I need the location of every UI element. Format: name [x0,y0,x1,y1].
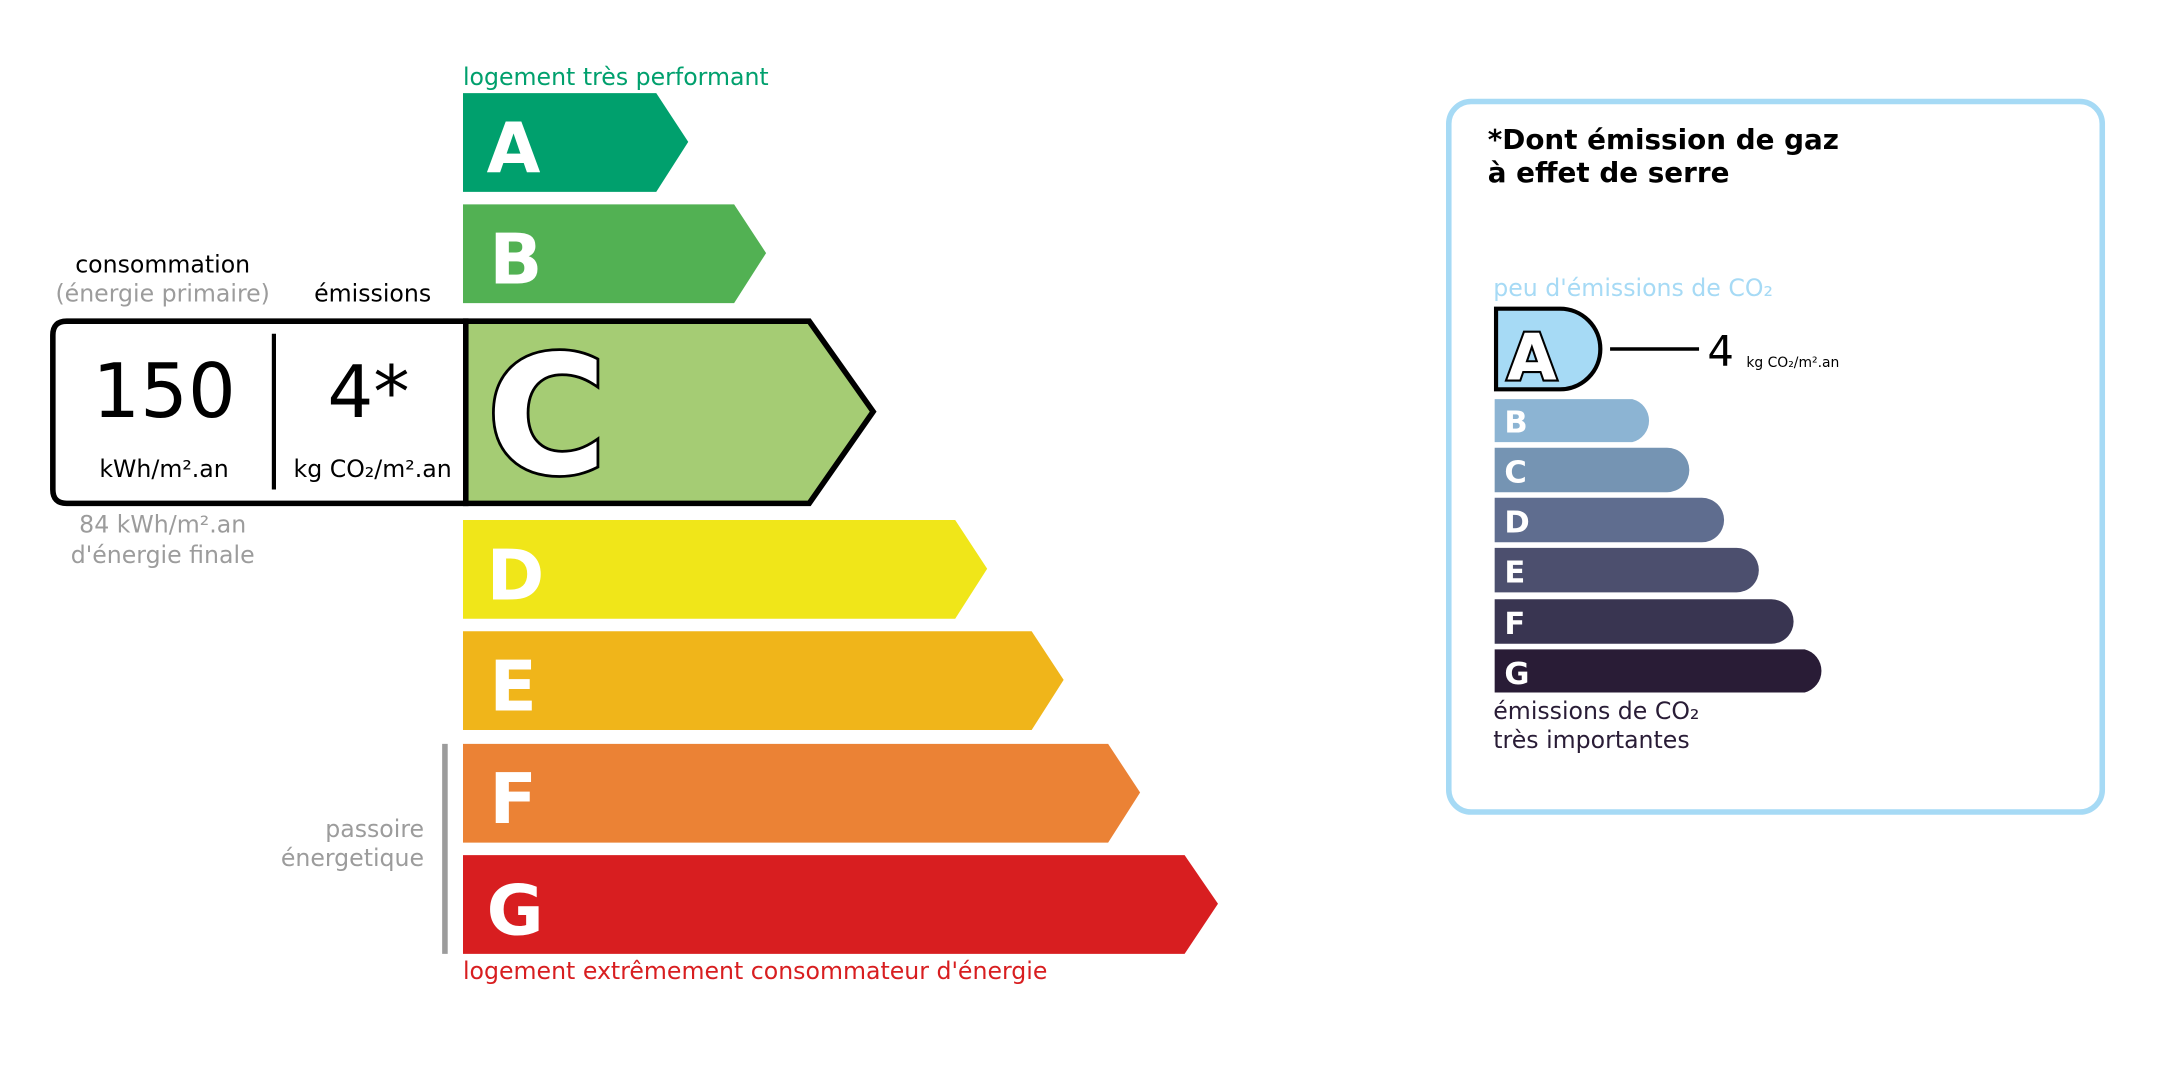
consumption-label: consommation [75,251,250,279]
ges-letter-f: F [1504,607,1525,642]
ges-value: 4 [1707,327,1734,376]
ges-letter-g: G [1504,657,1529,692]
energy-letter-g: G [487,870,544,951]
ges-letter-a: A [1507,322,1557,396]
consumption-value: 150 [92,347,235,435]
ges-title-1: *Dont émission de gaz [1488,123,1839,156]
ges-letter-c: C [1504,455,1526,490]
ges-letter-d: D [1504,506,1529,541]
energy-letter-c: C [487,321,607,512]
ges-letter-b: B [1504,405,1527,440]
energy-letter-b: B [489,220,542,301]
ges-class-a: A [1493,306,1603,398]
ges-class-d: D [1494,497,1725,543]
consumption-unit: kWh/m².an [99,455,228,483]
energy-class-e: E [462,631,1064,730]
energy-class-d: D [462,520,988,619]
ges-class-b: B [1494,399,1650,443]
ges-top-label: peu d'émissions de CO₂ [1493,274,1773,302]
final-energy-label: d'énergie finale [71,541,255,569]
energy-letter-e: E [489,647,536,728]
ges-letter-e: E [1504,556,1525,591]
energy-class-a: A [462,93,689,192]
ges-bottom-label-1: émissions de CO₂ [1493,697,1699,725]
ges-class-e: E [1494,547,1759,593]
emissions-unit: kg CO₂/m².an [294,455,452,483]
energy-top-label: logement très performant [463,63,769,91]
ges-class-f: F [1494,599,1794,644]
ges-class-c: C [1494,447,1690,493]
energy-letter-f: F [489,759,536,840]
energy-letter-d: D [487,535,545,616]
passoire-label-2: énergetique [281,844,424,872]
energy-class-f: F [462,743,1141,843]
energy-bottom-label: logement extrêmement consommateur d'éner… [463,957,1047,985]
ges-title-2: à effet de serre [1488,156,1730,189]
ges-unit: kg CO₂/m².an [1746,355,1839,371]
ges-bottom-label-2: très importantes [1493,726,1689,754]
energy-class-c [462,318,877,507]
consumption-sub: (énergie primaire) [55,280,269,308]
energy-letter-a: A [487,108,541,189]
passoire-label-1: passoire [325,815,424,843]
final-energy-value: 84 kWh/m².an [79,511,246,539]
emissions-label: émissions [314,280,431,308]
emissions-value: 4* [327,351,409,435]
ges-class-g: G [1494,649,1822,693]
ges-panel: *Dont émission de gaz à effet de serre p… [1446,98,2106,815]
energy-class-b: B [462,204,767,304]
energy-current-block: C 150 kWh/m².an 4* kg CO₂/m².an [50,318,877,515]
energy-class-g: G [462,855,1218,954]
